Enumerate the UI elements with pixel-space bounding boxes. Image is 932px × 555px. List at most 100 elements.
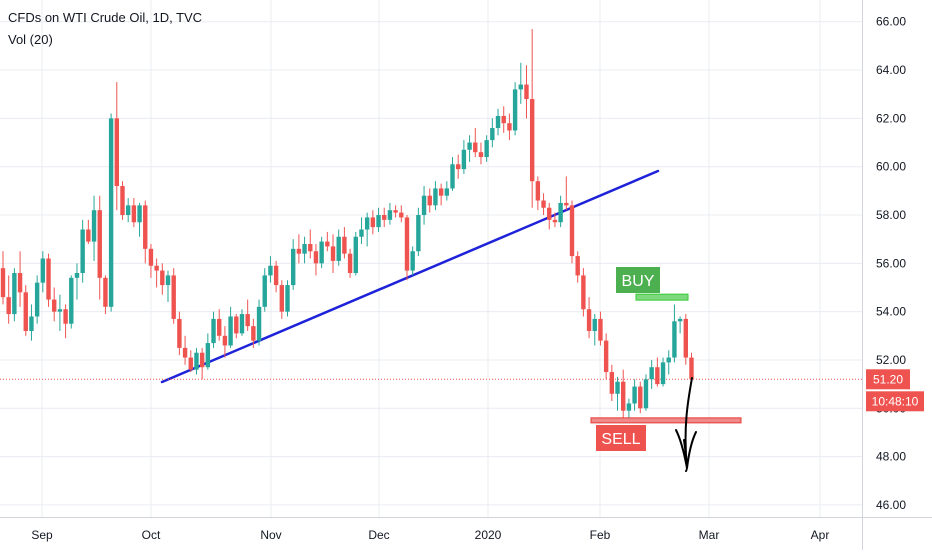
candle [370, 210, 376, 235]
candle [52, 287, 57, 322]
candle [23, 285, 28, 336]
candle [12, 268, 17, 322]
last-price-value: 51.20 [873, 372, 903, 386]
candle-body [205, 343, 211, 368]
candle-body [421, 195, 427, 216]
candle-body [632, 386, 637, 404]
candle-body [182, 347, 188, 358]
candle [347, 248, 353, 278]
candle [290, 239, 296, 290]
trendline[interactable] [160, 169, 660, 384]
candle-body [342, 236, 347, 254]
candle [222, 326, 228, 358]
candle-body [46, 258, 51, 300]
candle-body [433, 188, 438, 206]
candle [34, 275, 40, 324]
candle [251, 318, 256, 348]
candle [29, 304, 34, 341]
time-tick-label: Oct [142, 528, 161, 542]
sell-level-line[interactable] [590, 417, 742, 424]
candle-body [660, 362, 666, 385]
candle [524, 65, 529, 119]
price-tick-label: 66.00 [876, 15, 906, 29]
candle [279, 280, 285, 319]
candle-body [387, 210, 393, 220]
candle [353, 231, 358, 276]
candle [91, 195, 97, 261]
candle-body [404, 217, 410, 271]
candle [444, 181, 450, 201]
candle-body [621, 381, 626, 411]
candle [86, 219, 91, 245]
candle-body [370, 217, 376, 228]
candle-body [575, 256, 580, 276]
time-tick-label: Sep [31, 528, 53, 542]
candle-body [524, 84, 529, 100]
candle [547, 202, 552, 230]
candle [490, 118, 495, 148]
candle-body [569, 205, 575, 257]
price-tick-label: 64.00 [876, 63, 906, 77]
candle-body [234, 316, 239, 334]
candle [382, 207, 387, 228]
candle [495, 108, 501, 136]
candle [467, 135, 472, 162]
candle-body [52, 299, 57, 312]
candle-body [143, 205, 148, 249]
candle-body [626, 403, 632, 411]
candle-body [529, 99, 535, 182]
candle [387, 202, 393, 225]
down-arrow-icon[interactable] [675, 377, 697, 472]
candle [336, 229, 341, 266]
candle [478, 142, 484, 165]
candle [529, 28, 535, 208]
candle [592, 314, 597, 346]
candle-body [450, 164, 455, 189]
time-tick-label: Nov [260, 528, 281, 542]
countdown-badge [866, 391, 924, 412]
candle [638, 381, 643, 414]
candle-body [677, 318, 683, 322]
symbol-title[interactable]: CFDs on WTI Crude Oil, 1D, TVC [8, 10, 203, 25]
candle [262, 268, 267, 312]
candle [404, 215, 410, 281]
candle [342, 227, 347, 259]
candle [80, 219, 85, 283]
candle-body [364, 217, 370, 230]
candle-body [125, 205, 131, 216]
candle-body [245, 314, 250, 327]
candle [69, 275, 74, 329]
candle-body [57, 309, 63, 312]
candle-body [6, 297, 11, 315]
buy-label-box[interactable] [616, 267, 660, 293]
annotations: BUY SELL [590, 267, 742, 472]
volume-indicator-label[interactable]: Vol (20) [8, 32, 53, 47]
candle-body [558, 202, 563, 223]
candle [575, 251, 580, 283]
candle [46, 253, 51, 307]
candle-body [256, 306, 262, 341]
candle-body [427, 195, 432, 206]
candle-body [683, 318, 688, 358]
bar-countdown: 10:48:10 [872, 394, 919, 408]
candle-body [456, 164, 461, 170]
time-tick-label: Feb [590, 528, 611, 542]
candle-body [29, 316, 34, 331]
candle-body [416, 215, 421, 252]
candle [473, 128, 478, 158]
candle-body [171, 275, 176, 319]
candle [160, 263, 165, 295]
candle [609, 364, 615, 402]
candle [313, 244, 319, 276]
candle [364, 212, 370, 247]
candle-body [353, 236, 358, 273]
candle [393, 205, 398, 218]
candle [211, 311, 216, 348]
candle [154, 258, 159, 288]
candle [143, 200, 148, 264]
sell-label-box[interactable] [596, 425, 646, 451]
candle [40, 251, 46, 293]
candle-body [501, 115, 506, 124]
buy-level-line[interactable] [635, 293, 689, 301]
